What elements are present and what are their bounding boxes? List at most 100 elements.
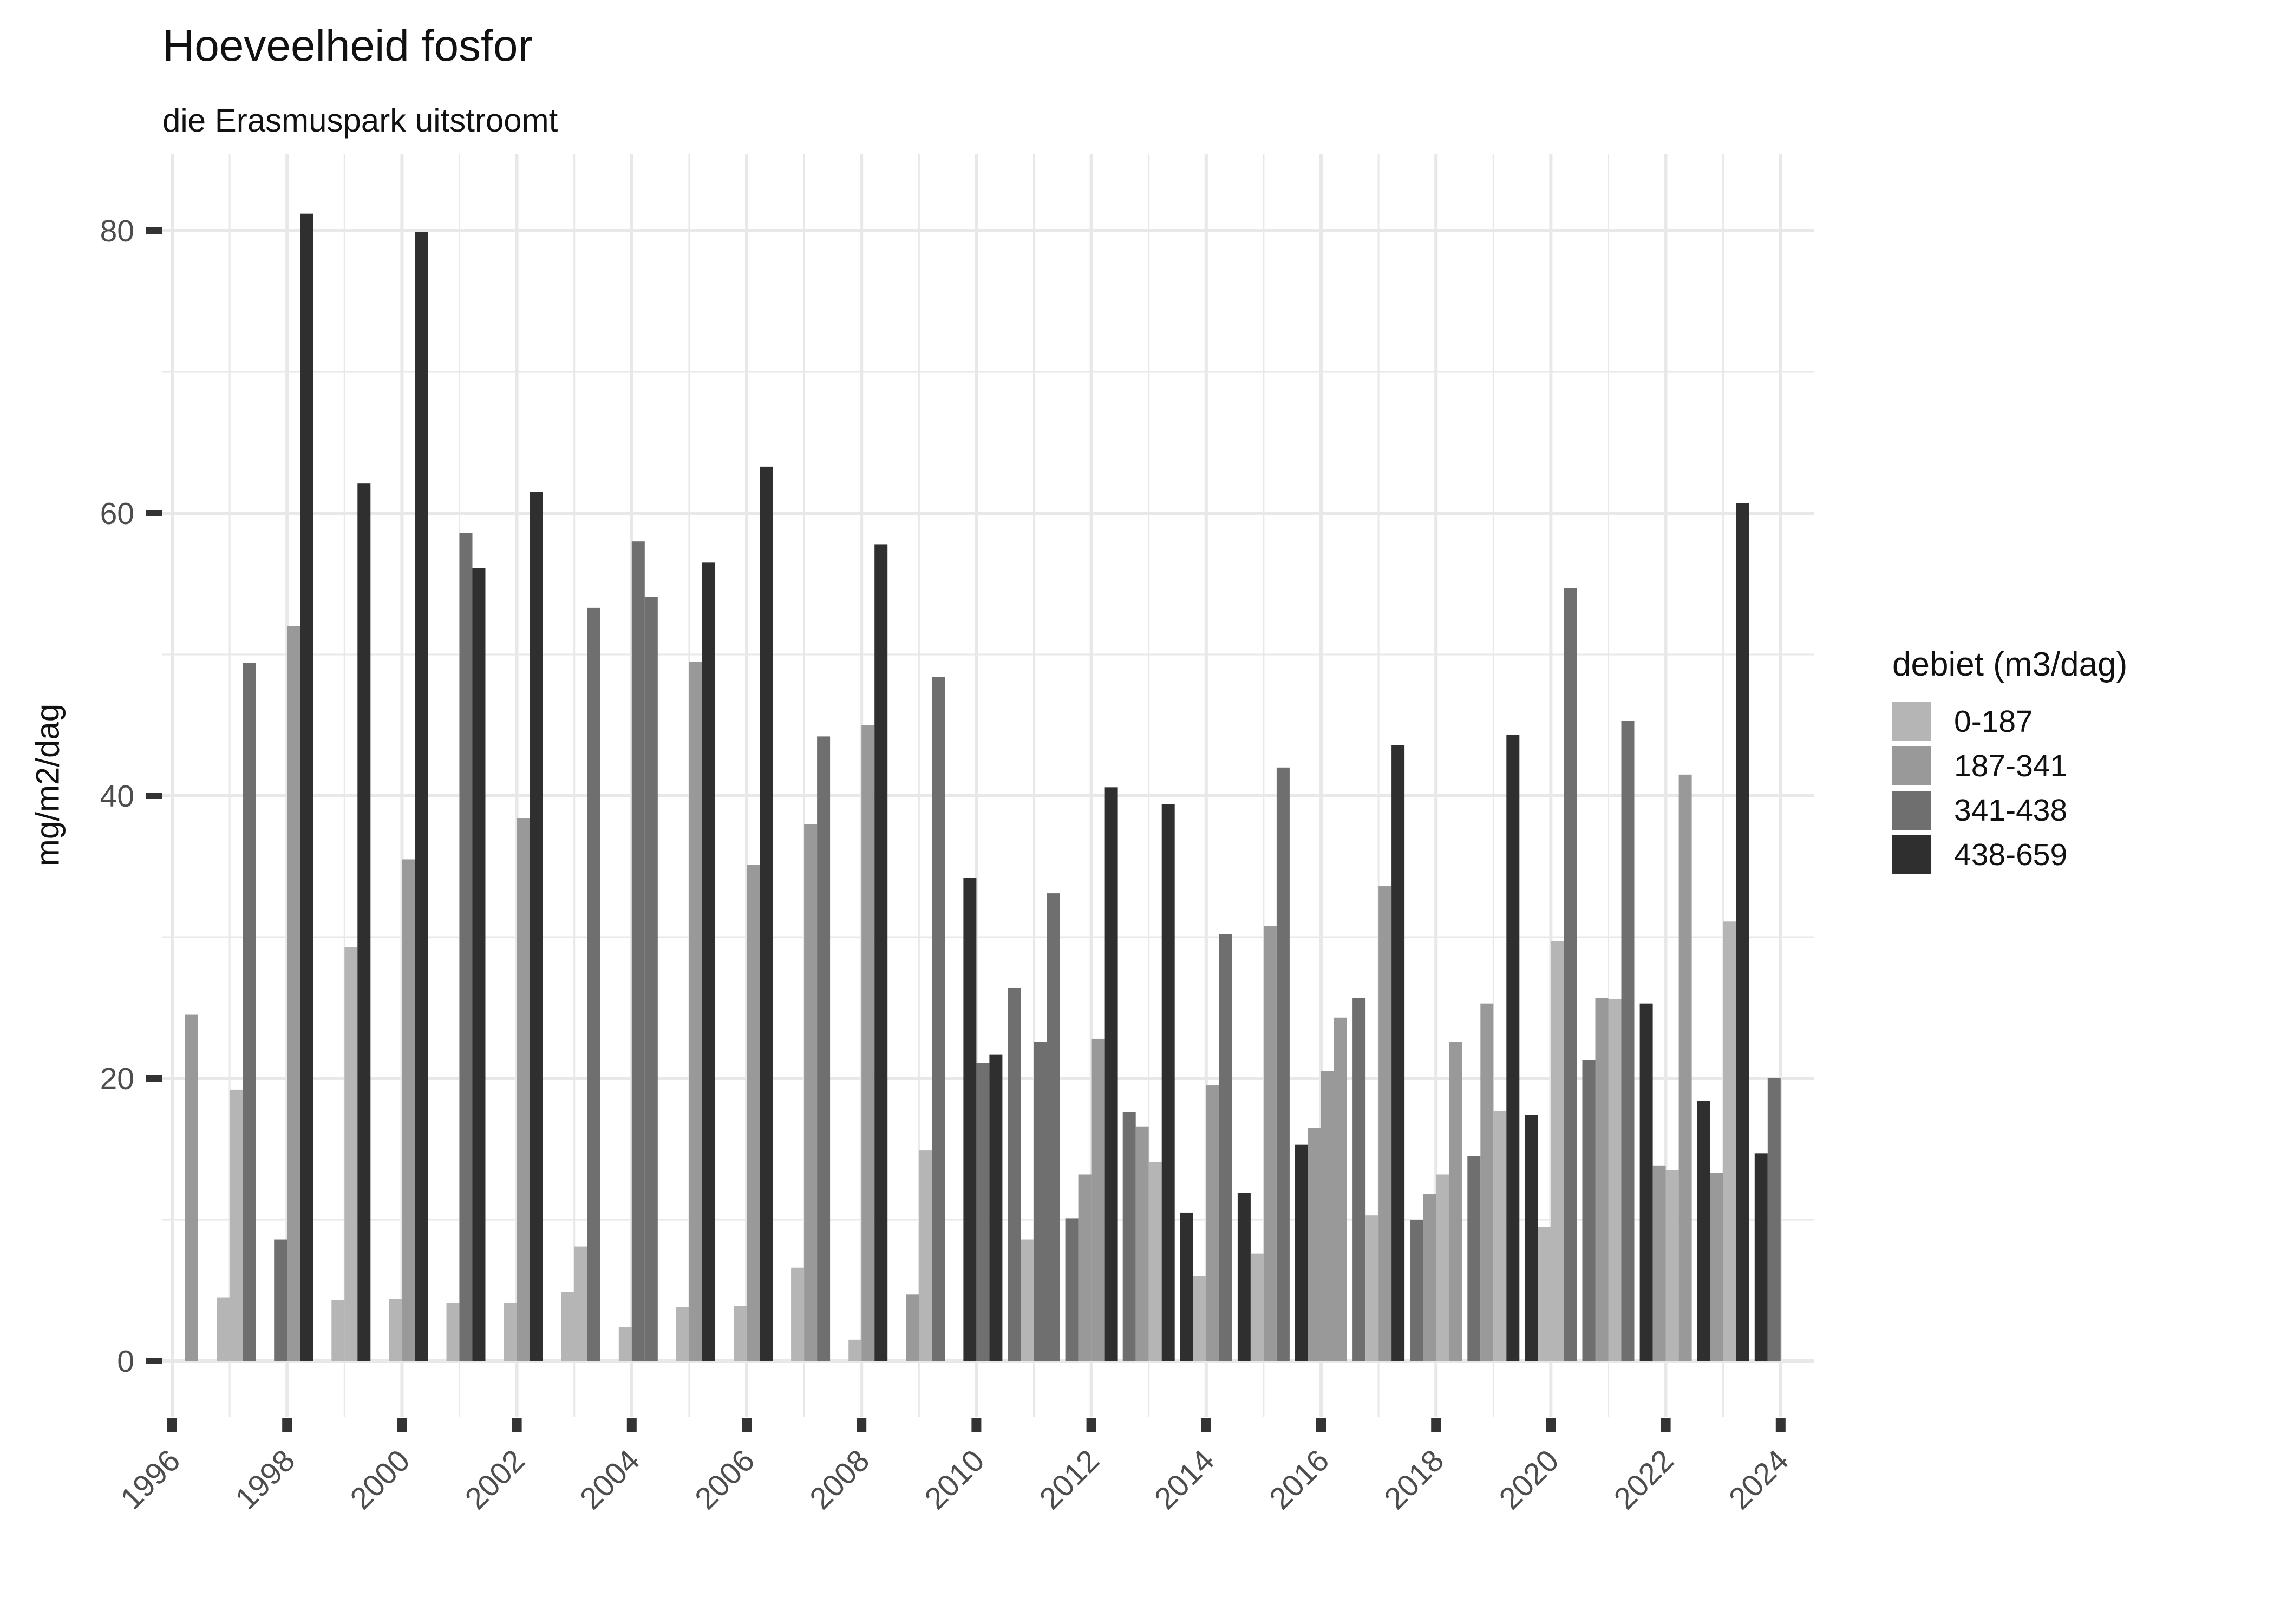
- x-tick-label: 2004: [573, 1443, 646, 1516]
- bar: [243, 663, 256, 1361]
- bar: [689, 662, 702, 1361]
- bar: [1263, 926, 1277, 1361]
- bar: [817, 736, 831, 1361]
- x-tick: [1775, 1418, 1786, 1432]
- v-gridline: [1263, 154, 1265, 1417]
- x-tick-label: 2018: [1377, 1443, 1450, 1516]
- bar: [587, 607, 600, 1361]
- bar: [1352, 998, 1366, 1361]
- bar: [1047, 893, 1060, 1361]
- bar: [402, 859, 415, 1361]
- bar: [415, 232, 428, 1361]
- x-tick-label: 1998: [228, 1443, 302, 1516]
- x-tick-label: 2012: [1033, 1443, 1106, 1516]
- bar: [1652, 1165, 1666, 1361]
- bar: [357, 483, 371, 1361]
- bar: [1551, 941, 1564, 1361]
- x-tick-label: 2016: [1263, 1443, 1336, 1516]
- bar: [1621, 721, 1635, 1361]
- bar: [963, 878, 977, 1361]
- legend-item-label: 187-341: [1954, 749, 2068, 783]
- legend-item: 187-341: [1892, 746, 2260, 785]
- x-tick-label: 2010: [918, 1443, 991, 1516]
- bar: [1334, 1017, 1347, 1361]
- bar: [1021, 1239, 1034, 1361]
- bar: [1193, 1276, 1206, 1361]
- y-tick-label: 80: [100, 214, 134, 248]
- bar: [874, 544, 888, 1361]
- bar: [1710, 1173, 1723, 1361]
- h-gridline-minor: [162, 371, 1814, 373]
- x-tick-label: 1996: [114, 1443, 187, 1516]
- v-gridline: [573, 154, 576, 1417]
- bar: [1436, 1174, 1449, 1361]
- bar: [1122, 1112, 1136, 1361]
- chart-subtitle: die Erasmuspark uitstroomt: [162, 102, 558, 139]
- legend-key-swatch: [1892, 835, 1931, 874]
- bar: [185, 1014, 198, 1361]
- x-tick: [282, 1418, 292, 1432]
- bar: [504, 1302, 517, 1361]
- v-gridline: [1377, 154, 1380, 1417]
- x-tick: [1431, 1418, 1441, 1432]
- bar: [644, 596, 658, 1361]
- v-gridline: [1608, 154, 1609, 1417]
- legend-item: 0-187: [1892, 702, 2260, 741]
- x-tick: [971, 1418, 982, 1432]
- x-tick: [512, 1418, 522, 1432]
- bar: [459, 533, 473, 1361]
- h-gridline-major: [162, 794, 1814, 797]
- y-tick: [146, 1358, 162, 1364]
- bar: [1008, 987, 1021, 1361]
- bar: [1135, 1126, 1149, 1361]
- bar: [1091, 1038, 1105, 1361]
- x-tick-label: 2000: [344, 1443, 417, 1516]
- legend-item: 341-438: [1892, 791, 2260, 830]
- y-tick: [146, 793, 162, 799]
- x-tick: [167, 1418, 177, 1432]
- x-tick: [742, 1418, 752, 1432]
- x-tick-label: 2024: [1722, 1443, 1795, 1516]
- bar: [1295, 1144, 1308, 1361]
- v-gridline: [1779, 154, 1782, 1417]
- v-gridline: [171, 154, 174, 1417]
- bar: [1378, 886, 1392, 1361]
- bar: [1250, 1253, 1264, 1361]
- bar: [1467, 1156, 1481, 1361]
- v-gridline: [1319, 154, 1323, 1417]
- legend-item-label: 0-187: [1954, 704, 2033, 739]
- x-tick: [1661, 1418, 1671, 1432]
- bar: [848, 1339, 862, 1361]
- h-gridline-major: [162, 512, 1814, 515]
- x-tick: [1086, 1418, 1096, 1432]
- x-tick: [397, 1418, 407, 1432]
- legend-item-label: 341-438: [1954, 793, 2068, 828]
- bar: [1639, 1003, 1653, 1361]
- x-tick: [1201, 1418, 1211, 1432]
- x-tick-label: 2006: [688, 1443, 761, 1516]
- bar: [1308, 1128, 1321, 1361]
- bar: [702, 562, 715, 1361]
- y-tick-label: 40: [100, 779, 134, 814]
- bar: [1104, 787, 1118, 1361]
- v-gridline: [1089, 154, 1093, 1417]
- v-gridline: [515, 154, 519, 1417]
- y-tick: [146, 510, 162, 516]
- bar: [274, 1239, 287, 1361]
- bar: [1365, 1215, 1379, 1361]
- bar: [1034, 1042, 1047, 1361]
- v-gridline: [975, 154, 978, 1417]
- x-tick-label: 2020: [1493, 1443, 1566, 1516]
- bar: [472, 568, 486, 1361]
- bar: [676, 1307, 689, 1361]
- x-tick: [1546, 1418, 1556, 1432]
- legend-item: 438-659: [1892, 835, 2260, 874]
- bar: [287, 626, 300, 1361]
- bar: [1423, 1194, 1436, 1361]
- bar: [1078, 1174, 1092, 1361]
- bar: [561, 1292, 574, 1361]
- y-tick: [146, 227, 162, 234]
- bar: [344, 947, 358, 1361]
- bar: [861, 725, 875, 1361]
